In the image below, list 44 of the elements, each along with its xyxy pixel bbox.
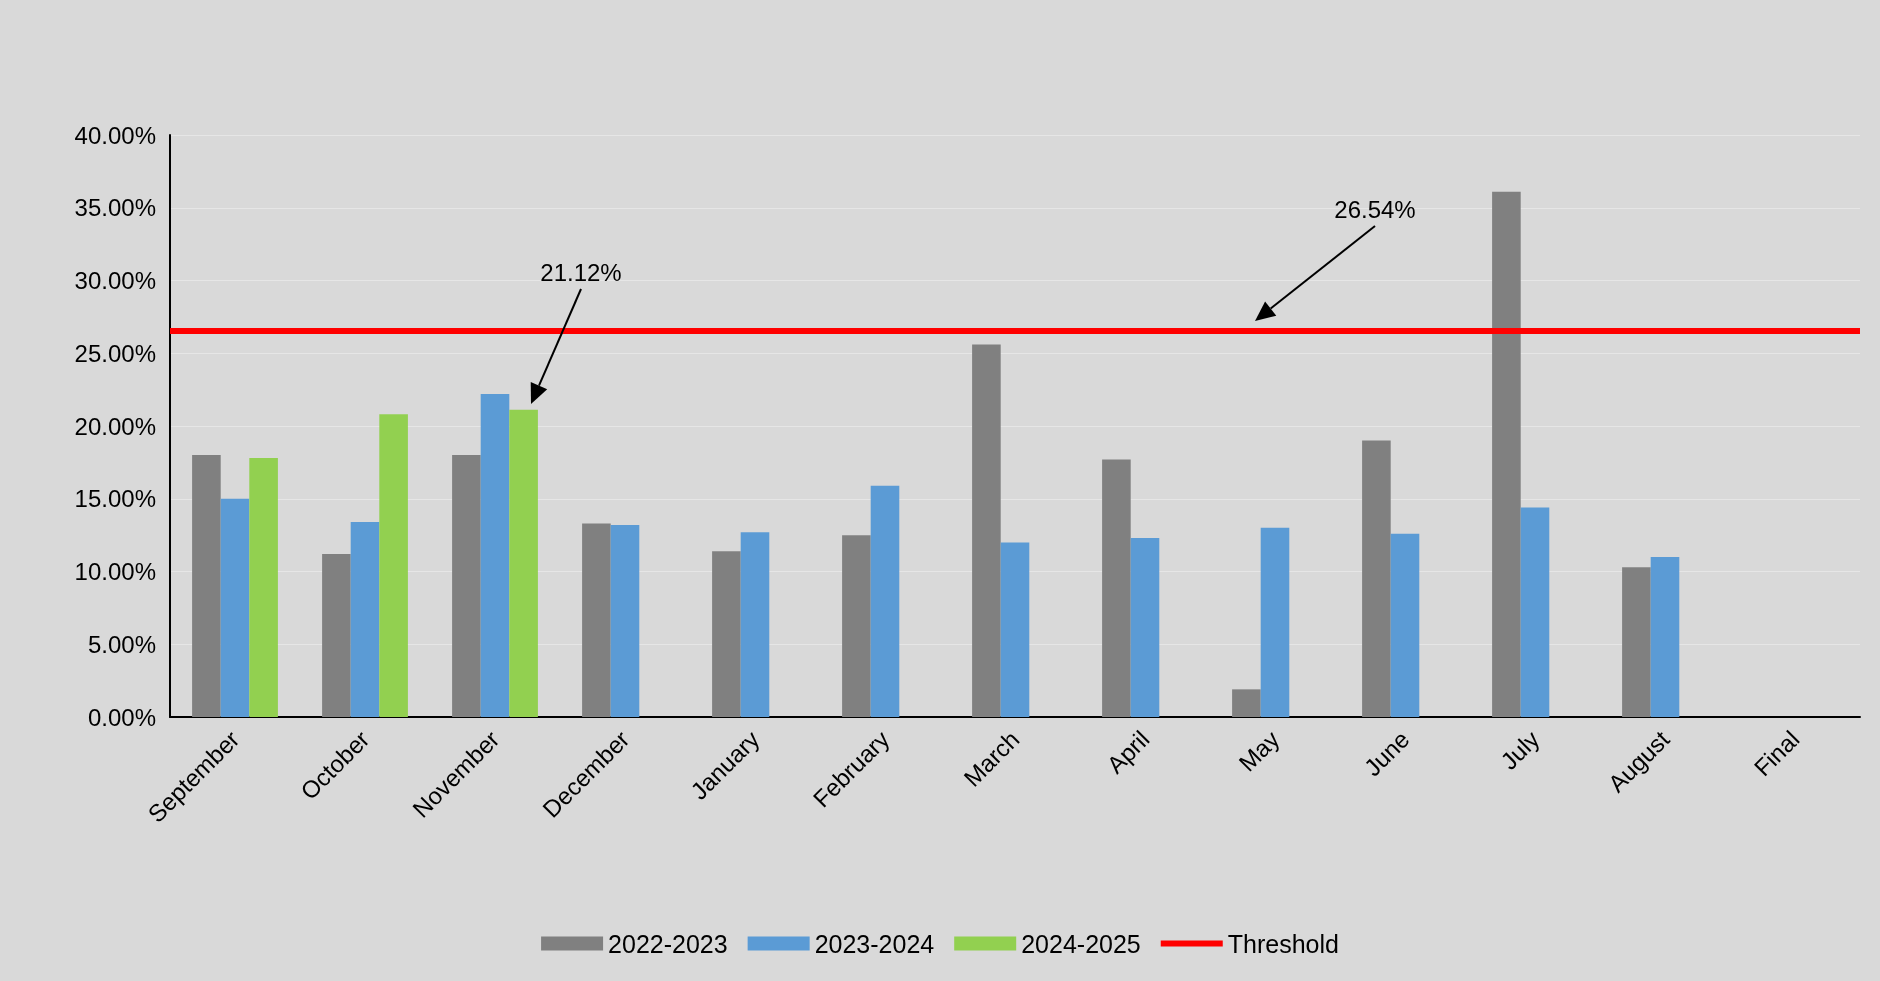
y-tick-label: 15.00%	[74, 485, 156, 513]
bar	[249, 458, 278, 717]
bar	[452, 455, 481, 717]
bar	[1102, 459, 1131, 717]
annotation: 21.12%	[540, 259, 622, 287]
y-tick-label: 10.00%	[74, 558, 156, 585]
bar	[1362, 440, 1391, 717]
x-tick-label: July	[1495, 725, 1545, 775]
bar	[480, 393, 510, 717]
bar	[350, 522, 380, 717]
bar	[1520, 507, 1550, 717]
y-tick-label: 35.00%	[74, 194, 156, 222]
bar	[509, 409, 538, 717]
y-tick-label: 25.00%	[74, 339, 156, 367]
y-tick-label: 0.00%	[87, 703, 156, 731]
x-tick-label: May	[1233, 725, 1285, 777]
legend-label: 2022-2023	[608, 929, 728, 958]
y-tick-label: 30.00%	[74, 267, 156, 294]
bar	[379, 414, 408, 717]
bar	[972, 344, 1001, 717]
legend-label: Threshold	[1227, 929, 1339, 958]
bar	[1390, 533, 1420, 717]
y-tick-label: 20.00%	[74, 412, 156, 440]
bar	[1232, 689, 1261, 717]
bar	[1622, 567, 1651, 717]
bar	[322, 554, 351, 717]
bar	[582, 523, 611, 717]
bar	[1000, 542, 1030, 717]
bar	[610, 524, 640, 717]
bar	[192, 455, 221, 717]
y-tick-label: 40.00%	[74, 121, 156, 149]
bar	[1260, 527, 1290, 717]
annotation: 26.54%	[1334, 196, 1416, 224]
bar	[1130, 538, 1160, 717]
bar	[842, 535, 871, 717]
bar	[712, 551, 741, 717]
bar	[1650, 556, 1680, 717]
legend-label: 2023-2024	[814, 929, 935, 958]
bar	[220, 498, 250, 717]
y-tick-label: 5.00%	[87, 630, 156, 658]
legend-label: 2024-2025	[1021, 929, 1141, 958]
bar	[740, 532, 770, 717]
bar	[1492, 191, 1521, 717]
bar	[870, 485, 900, 717]
